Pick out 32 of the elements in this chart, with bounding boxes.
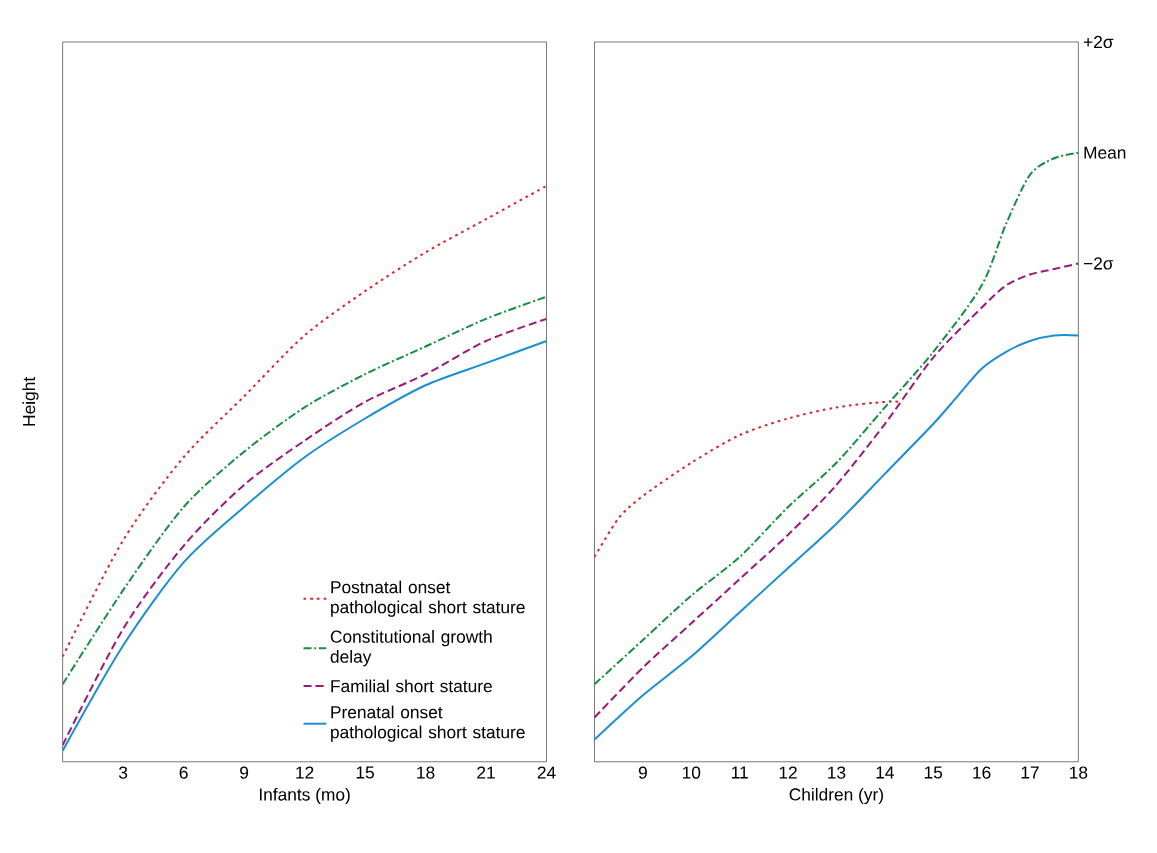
legend-label: Familial short stature xyxy=(331,679,492,693)
x-tick-label: 24 xyxy=(537,766,556,779)
line-series xyxy=(594,334,1079,741)
x-tick-label: 12 xyxy=(296,766,314,779)
line-series xyxy=(594,151,1079,686)
x-tick-label: 15 xyxy=(924,766,943,779)
line-series xyxy=(594,400,901,558)
y-axis-title: Height xyxy=(22,376,39,426)
x-tick-label: 14 xyxy=(876,766,894,779)
x-tick-label: 9 xyxy=(638,766,647,779)
x-tick-label: 18 xyxy=(1070,766,1088,779)
legend-label: Constitutional growth delay xyxy=(330,630,492,667)
x-tick-label: 11 xyxy=(731,766,748,779)
x-axis-title: Children (yr) xyxy=(789,787,883,805)
legend-label: Postnatal onset pathological short stature xyxy=(331,580,525,617)
x-axis-title: Infants (mo) xyxy=(259,787,350,805)
x-tick-label: 6 xyxy=(179,766,188,779)
x-tick-label: 15 xyxy=(356,766,374,779)
legend-label: Prenatal onset pathological short stature xyxy=(331,705,525,742)
x-tick-label: 12 xyxy=(779,766,797,779)
x-tick-label: 9 xyxy=(240,766,249,779)
x-tick-label: 18 xyxy=(417,766,435,779)
x-tick-label: 16 xyxy=(973,766,991,779)
x-tick-label: 21 xyxy=(477,766,495,779)
y-tick-label: +2σ xyxy=(1083,35,1114,49)
x-tick-label: 3 xyxy=(118,766,128,779)
y-tick-label: Mean xyxy=(1084,146,1126,159)
x-tick-label: 13 xyxy=(828,766,846,779)
x-tick-label: 17 xyxy=(1021,766,1039,779)
y-tick-label: −2σ xyxy=(1083,257,1114,270)
line-series xyxy=(594,262,1079,719)
x-tick-label: 10 xyxy=(682,766,701,779)
